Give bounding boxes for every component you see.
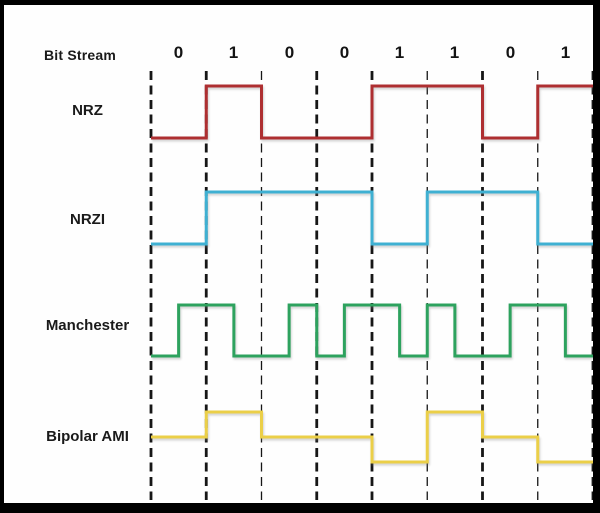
bit-value-6: 0 — [505, 43, 516, 62]
bit-value-7: 1 — [560, 43, 571, 62]
bit-value-4: 1 — [394, 43, 405, 62]
nrzi-waveform — [151, 190, 593, 246]
bit-value-3: 0 — [339, 43, 350, 62]
bipolar-ami-waveform — [151, 410, 593, 464]
bit-value-2: 0 — [284, 43, 295, 62]
bit-stream-label: Bit Stream — [44, 47, 117, 63]
waveforms — [151, 84, 593, 464]
bit-value-1: 1 — [228, 43, 239, 62]
nrzi-label: NRZI — [70, 211, 105, 228]
manchester-waveform — [151, 303, 593, 358]
manchester-label: Manchester — [45, 317, 130, 334]
nrz-waveform — [151, 84, 593, 140]
nrz-label: NRZ — [72, 102, 103, 119]
bipolar-ami-label: Bipolar AMI — [46, 428, 129, 445]
bit-value-0: 0 — [173, 43, 184, 62]
bit-value-5: 1 — [449, 43, 460, 62]
